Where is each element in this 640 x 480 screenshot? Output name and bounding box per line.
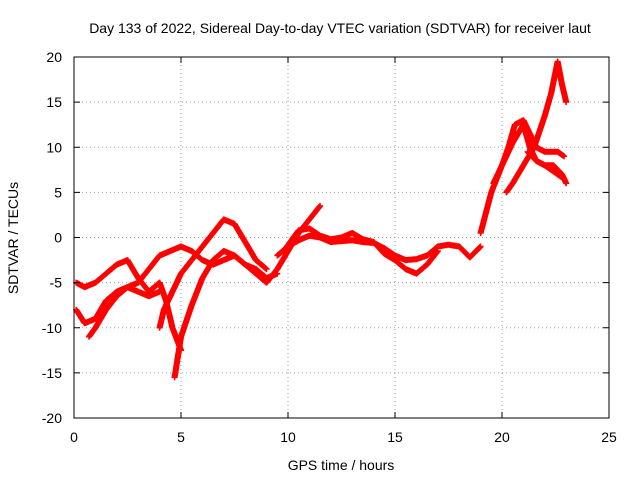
series-track-k (524, 148, 570, 187)
x-tick-label: 20 (494, 429, 510, 445)
series-track-j (503, 58, 570, 196)
series-track-d (156, 216, 270, 331)
y-tick-label: 15 (46, 94, 62, 110)
y-tick-label: 5 (54, 184, 62, 200)
y-tick-label: 0 (54, 230, 62, 246)
data-points (73, 58, 570, 381)
y-tick-label: 10 (46, 139, 62, 155)
y-tick-label: -5 (50, 275, 63, 291)
series-markers (477, 117, 568, 236)
y-tick-label: -10 (42, 320, 62, 336)
grid-lines (74, 57, 609, 418)
x-tick-label: 10 (280, 429, 296, 445)
series-track-g (280, 225, 441, 277)
y-tick-label: 20 (46, 49, 62, 65)
axis-ticks: 0 5 10 15 20 25 -20 -15 -10 -5 0 5 10 15 20 (42, 49, 617, 445)
series-track-h (477, 117, 568, 236)
series-markers (156, 216, 270, 331)
series-markers (503, 58, 570, 196)
y-tick-label: -20 (42, 410, 62, 426)
series-markers (524, 148, 570, 187)
x-tick-label: 25 (601, 429, 617, 445)
x-axis-label: GPS time / hours (288, 457, 395, 473)
chart-title: Day 133 of 2022, Sidereal Day-to-day VTE… (89, 20, 591, 36)
series-markers (280, 225, 441, 277)
x-tick-label: 5 (177, 429, 185, 445)
y-tick-label: -15 (42, 365, 62, 381)
x-tick-label: 15 (387, 429, 403, 445)
x-tick-label: 0 (70, 429, 78, 445)
y-axis-label: SDTVAR / TECUs (5, 182, 21, 294)
